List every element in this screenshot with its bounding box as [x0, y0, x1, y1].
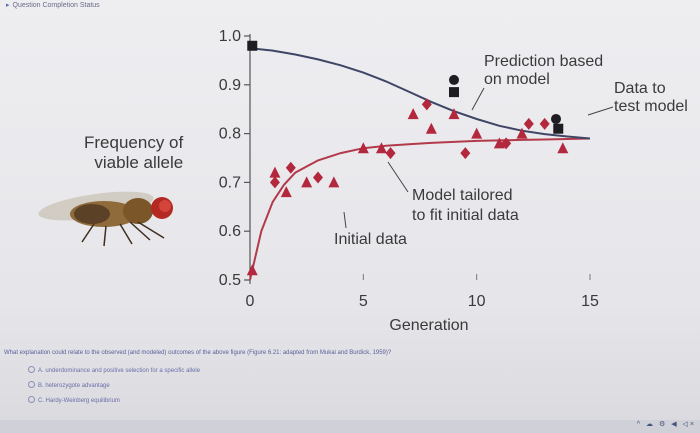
chart-curves	[249, 47, 591, 281]
triangle-data-point	[448, 108, 460, 120]
y-axis-label: Frequency of viable allele	[84, 133, 183, 173]
radio-icon[interactable]	[28, 381, 35, 388]
radio-icon[interactable]	[28, 396, 35, 403]
system-tray[interactable]: ^ ☁ ⚙ ◀ ◁×	[636, 421, 696, 428]
triangle-data-point	[357, 142, 369, 154]
diamond-data-point	[523, 117, 534, 130]
radio-icon[interactable]	[28, 366, 35, 373]
option-label: C. Hardy-Weinberg equilibrium	[38, 398, 120, 404]
diamond-data-point	[501, 137, 512, 150]
triangle-data-point	[557, 142, 569, 154]
annotation-initial-pointer	[343, 211, 347, 229]
y-axis-label-line2: viable allele	[94, 153, 184, 172]
triangle-data-point	[280, 186, 292, 198]
diamond-data-point	[460, 147, 471, 160]
triangle-data-point	[493, 137, 505, 149]
diamond-data-point	[269, 176, 280, 189]
completion-status[interactable]: ▸ Question Completion Status	[6, 1, 100, 9]
diamond-data-point	[539, 117, 550, 130]
answer-option-a[interactable]: A. underdominance and positive selection…	[28, 366, 200, 374]
diamond-data-point	[385, 147, 396, 160]
y-tick-label: 0.6	[219, 223, 241, 240]
question-text: What explanation could relate to the obs…	[4, 350, 392, 356]
x-tick-label: 15	[581, 293, 599, 310]
x-tick-label: 10	[468, 293, 486, 310]
triangle-data-point	[269, 166, 281, 178]
square-data-point	[247, 40, 258, 51]
annotation-tailored-line1: Model tailored	[412, 187, 513, 204]
answer-option-c[interactable]: C. Hardy-Weinberg equilibrium	[28, 396, 120, 404]
x-tick-label: 5	[359, 293, 368, 310]
triangle-data-point	[246, 264, 258, 276]
x-tick-label: 0	[246, 293, 255, 310]
triangle-data-point	[375, 142, 387, 154]
triangle-data-point	[407, 108, 419, 120]
diamond-data-point	[313, 171, 323, 184]
y-tick-label: 1.0	[219, 28, 241, 45]
annotation-prediction-pointer	[471, 87, 485, 111]
triangle-data-point	[516, 127, 528, 139]
circle-data-point	[551, 113, 561, 124]
diamond-data-point	[421, 98, 432, 111]
chart-axes: 0.5 0.6 0.7 0.8 0.9 1.0 0 5 10 15 Generation	[219, 28, 599, 334]
x-axis-label: Generation	[389, 317, 468, 334]
option-label: A. underdominance and positive selection…	[38, 368, 201, 374]
annotation-data-line1: Data to	[614, 80, 666, 97]
circle-data-point	[449, 74, 459, 85]
model-curve	[249, 137, 591, 281]
square-data-point	[449, 87, 459, 98]
annotation-tailored-pointer	[387, 161, 409, 193]
answer-option-b[interactable]: B. heterozygote advantage	[28, 381, 110, 389]
triangle-data-point	[328, 176, 340, 188]
triangle-data-point	[425, 122, 437, 134]
annotation-prediction-line1: Prediction based	[484, 53, 603, 70]
y-tick-label: 0.9	[219, 77, 241, 94]
status-label: Question Completion Status	[12, 2, 100, 9]
chart-points	[246, 40, 569, 276]
square-data-point	[553, 123, 564, 134]
y-tick-label: 0.5	[219, 272, 241, 289]
status-icon: ▸	[6, 2, 10, 9]
y-tick-label: 0.8	[219, 126, 241, 143]
annotation-data-pointer	[587, 106, 614, 116]
y-tick-label: 0.7	[219, 174, 241, 191]
triangle-data-point	[301, 176, 313, 188]
model-curve	[249, 47, 591, 140]
taskbar: ^ ☁ ⚙ ◀ ◁×	[0, 420, 700, 433]
annotation-tailored-line2: to fit initial data	[412, 207, 519, 224]
y-axis-label-line1: Frequency of	[84, 133, 184, 152]
annotation-data-line2: test model	[614, 98, 688, 115]
annotation-initial: Initial data	[334, 231, 407, 248]
diamond-data-point	[285, 161, 296, 174]
fruit-fly-image	[38, 191, 173, 247]
option-label: B. heterozygote advantage	[38, 383, 110, 389]
annotation-prediction-line2: on model	[484, 71, 550, 88]
triangle-data-point	[471, 127, 483, 139]
